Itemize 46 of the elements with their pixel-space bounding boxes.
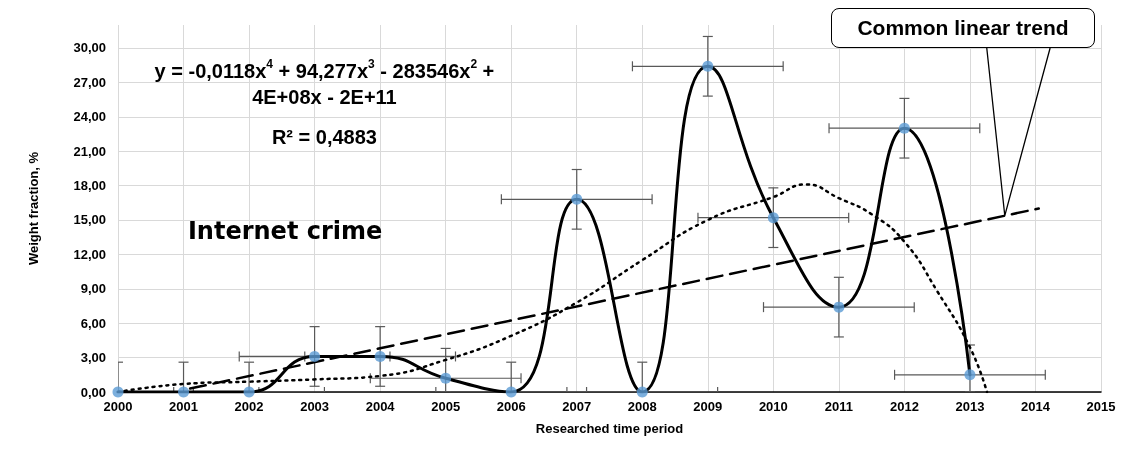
y-axis-title: Weight fraction, %	[26, 151, 41, 266]
x-tick-label: 2007	[562, 399, 592, 414]
y-tick-label: 27,00	[73, 74, 106, 90]
x-tick-label: 2012	[889, 399, 919, 414]
x-axis-title: Researched time period	[535, 421, 684, 436]
x-tick-label: 2009	[693, 399, 723, 414]
point	[505, 386, 517, 398]
point	[964, 369, 976, 381]
x-tick-label: 2013	[955, 399, 985, 414]
y-tick-label: 0,00	[80, 384, 106, 400]
point	[571, 193, 583, 205]
x-tick-label: 2008	[627, 399, 657, 414]
y-tick-label: 12,00	[73, 246, 106, 262]
x-tick-label: 2000	[103, 399, 133, 414]
x-tick-label: 2004	[365, 399, 396, 414]
point	[440, 372, 452, 384]
y-tick-label: 3,00	[80, 350, 106, 366]
y-tick-label: 30,00	[73, 40, 106, 56]
y-tick-label: 9,00	[80, 281, 106, 297]
y-tick-label: 21,00	[73, 143, 106, 159]
annotation: Internet crime	[187, 216, 383, 245]
point	[702, 60, 714, 72]
x-tick-label: 2014	[1021, 399, 1051, 414]
point	[309, 350, 321, 362]
callout-box: Common linear trend	[831, 8, 1095, 48]
x-tick-label: 2015	[1086, 399, 1116, 414]
x-tick-label: 2005	[431, 399, 461, 414]
y-tick-label: 18,00	[73, 178, 106, 194]
x-tick-label: 2010	[758, 399, 788, 414]
point	[112, 386, 124, 398]
y-tick-label: 15,00	[73, 212, 106, 228]
x-tick-label: 2003	[300, 399, 330, 414]
point	[178, 386, 190, 398]
x-tick-label: 2011	[824, 399, 853, 414]
point	[898, 122, 910, 134]
x-tick-label: 2001	[169, 399, 198, 414]
point	[767, 212, 779, 224]
annotation: R² = 0,4883	[271, 125, 377, 148]
x-tick-label: 2006	[496, 399, 526, 414]
x-tick-label: 2002	[234, 399, 264, 414]
point	[636, 386, 648, 398]
point	[374, 350, 386, 362]
y-tick-label: 6,00	[80, 315, 106, 331]
y-tick-label: 24,00	[73, 109, 106, 125]
point	[833, 301, 845, 313]
point	[243, 386, 255, 398]
